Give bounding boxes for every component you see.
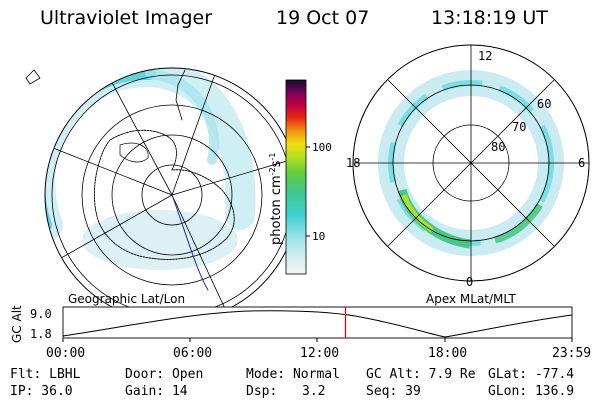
aurora-dayside [145,69,219,165]
aurora-dawn-right [493,203,543,244]
mlt-label-6: 6 [578,156,585,170]
diffuse-glow [82,210,238,270]
door-status: Door: Open [125,367,204,382]
mode-status: Mode: Normal [246,367,340,382]
mlt-label-0: 0 [466,275,473,289]
geographic-caption: Geographic Lat/Lon [68,292,185,306]
mlt-label-12: 12 [478,49,492,63]
dsp-value: 3.2 [302,384,326,399]
colorbar: 100 10 photon cm-2s-1 [268,79,332,275]
antarctica-coastline [93,129,235,260]
right-map-border [352,44,590,282]
glon-status: GLon: 136.9 [488,384,575,399]
timeline-tick-2359: 23:59 [552,346,592,361]
glat-status: GLat: -77.4 [488,367,575,382]
timeline-ymin: 1.8 [30,327,52,341]
mlat-label-60: 60 [537,97,551,111]
colorbar-scale [285,79,307,275]
mlat-label-70: 70 [512,120,526,134]
date-readout: 19 Oct 07 [276,7,370,29]
timeline-tick-1800: 18:00 [428,346,468,361]
peninsula-coast [175,69,186,121]
mlt-label-18: 18 [346,156,360,170]
colorbar-tick-10: 10 [312,230,325,243]
aurora-peak [34,180,38,205]
coastline-detail [119,142,149,163]
colorbar-tick-100: 100 [312,141,332,154]
time-readout: 13:18:19 UT [431,7,548,29]
gain-status: Gain: 14 [125,384,188,399]
gc-alt-status: GC Alt: 7.9 Re [366,367,476,382]
magnetic-map: 12 18 6 0 60 70 80 [346,44,590,289]
altitude-timeline: GC Alt 9.0 1.8 [10,305,573,343]
timeline-tick-0000: 00:00 [46,346,86,361]
orbit-track [171,194,209,291]
mlat-label-80: 80 [491,140,505,154]
timeline-ylabel: GC Alt [10,305,24,343]
timeline-tick-1200: 12:00 [300,346,340,361]
app-title: Ultraviolet Imager [40,7,213,29]
timeline-ymax: 9.0 [30,307,52,321]
dsp-label: Dsp: [246,384,278,399]
altitude-curve [62,310,573,338]
ip-status: IP: 36.0 [10,384,73,399]
seq-status: Seq: 39 [366,384,421,399]
south-america-tip [25,69,41,85]
aurora-peak-right [401,194,434,233]
apex-caption: Apex MLat/MLT [426,292,516,306]
colorbar-unit-label: photon cm-2s-1 [268,153,284,245]
filter-status: Flt: LBHL [10,367,81,382]
timeline-tick-0600: 06:00 [173,346,213,361]
